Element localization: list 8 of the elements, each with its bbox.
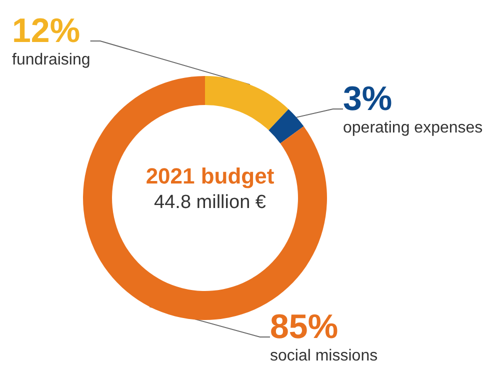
slice-label: operating expenses (343, 120, 483, 136)
slice-label: fundraising (12, 52, 90, 68)
data-label: 3% (343, 80, 392, 118)
text: 2021 budget (146, 164, 275, 188)
slice-label: social missions (270, 348, 378, 364)
data-label: 12% (12, 12, 80, 50)
data-label: 85% (270, 308, 338, 346)
text: 44.8 million € (154, 192, 266, 213)
